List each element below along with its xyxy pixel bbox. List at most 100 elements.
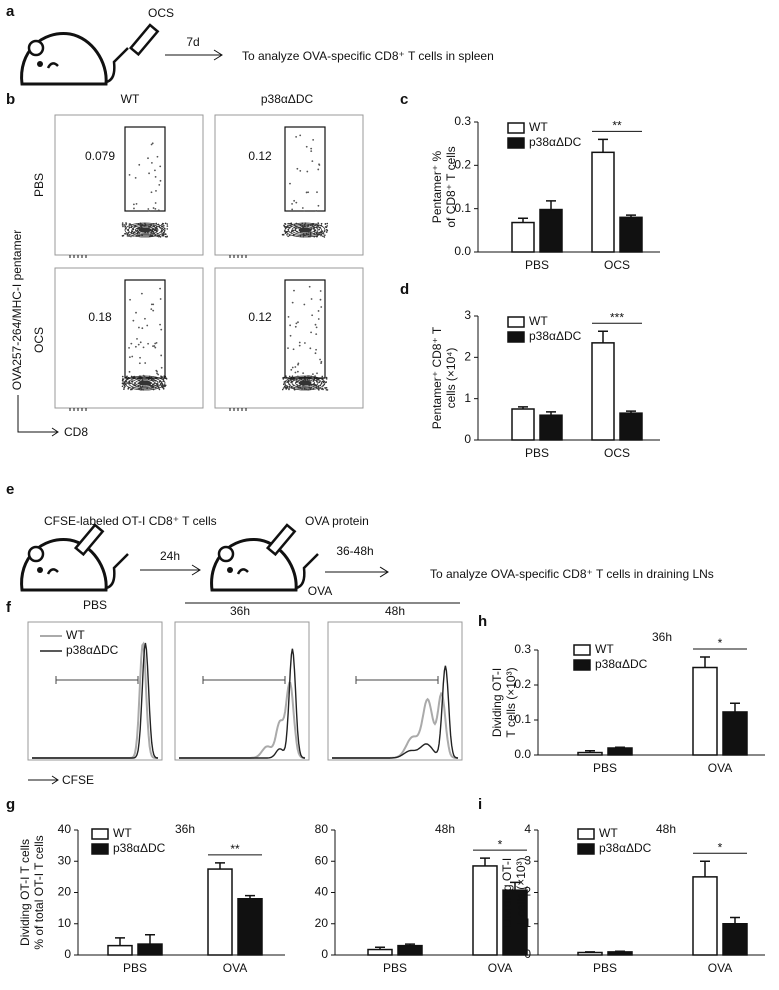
event-dot [283, 383, 285, 385]
y-tick-label: 3 [464, 308, 471, 322]
event-dot [159, 287, 161, 290]
y-tick-label: 0.0 [454, 244, 471, 258]
event-dot [321, 375, 324, 378]
error-bar [615, 746, 625, 749]
gate-value: 0.18 [88, 310, 112, 324]
time-label: 7d [186, 35, 199, 49]
event-dot [152, 303, 155, 306]
event-dot [320, 222, 323, 225]
histogram-curve [32, 642, 159, 759]
event-dot [154, 202, 157, 204]
error-bar [145, 933, 155, 945]
event-dot [150, 191, 153, 194]
event-dot [132, 228, 135, 231]
mouse-tail [105, 47, 129, 84]
bar [607, 951, 633, 956]
significance-label: ** [230, 842, 240, 856]
event-dot [139, 341, 142, 344]
syringe [73, 523, 105, 557]
event-dot [155, 342, 158, 344]
y-tick-label: 0 [524, 947, 531, 961]
event-dot [128, 235, 131, 237]
event-dot [286, 233, 288, 236]
density-contour [288, 223, 322, 237]
event-dot [292, 348, 295, 351]
error-bar [518, 406, 528, 409]
y-axis-label: Dividing OT-I T cells [18, 839, 32, 946]
event-dot [122, 234, 125, 237]
event-dot [317, 222, 319, 224]
x-tick-label: PBS [123, 961, 147, 975]
event-dot [142, 346, 145, 349]
mouse-ear-inner [46, 62, 59, 69]
y-tick-label: 0 [464, 432, 471, 446]
event-dot [303, 303, 306, 306]
event-dot [138, 163, 141, 166]
event-dot [315, 333, 318, 336]
event-dot [130, 342, 133, 345]
event-dot [166, 223, 169, 225]
event-dot [152, 345, 154, 348]
schema-text: To analyze OVA-specific CD8⁺ T cells in … [242, 49, 494, 63]
error-bar [598, 330, 608, 343]
event-dot [287, 235, 289, 238]
legend-swatch [91, 843, 109, 855]
event-dot [135, 202, 138, 205]
y-tick-label: 0.3 [514, 642, 531, 656]
event-dot [129, 223, 131, 225]
event-dot [148, 209, 151, 212]
density-contour [298, 227, 312, 233]
event-dot [136, 337, 138, 340]
y-axis-label: T cells (×10³) [514, 857, 528, 927]
mouse-eye [37, 61, 43, 67]
arrow-head [191, 564, 201, 576]
event-dot [160, 366, 163, 369]
y-axis-label: OVA257-264/MHC-I pentamer [10, 230, 24, 391]
error-bar [518, 217, 528, 223]
y-tick-label: 0 [64, 947, 71, 961]
event-dot [291, 203, 293, 205]
event-dot [314, 352, 317, 355]
event-dot [132, 319, 135, 322]
mouse-ear [27, 545, 45, 563]
y-tick-label: 60 [315, 853, 329, 867]
y-tick-label: 20 [58, 885, 72, 899]
event-dot [160, 328, 163, 331]
event-dot [284, 232, 287, 234]
gate [284, 126, 326, 212]
event-dot [294, 366, 297, 368]
significance-label: * [718, 636, 723, 650]
event-dot [302, 210, 305, 212]
event-dot [309, 347, 312, 350]
y-tick-label: 1 [524, 916, 531, 930]
significance-label: * [718, 840, 723, 854]
y-axis-label: Pentamer⁺ % [430, 150, 444, 223]
event-dot [140, 292, 143, 295]
event-dot [289, 182, 291, 185]
event-dot [128, 370, 131, 373]
event-dot [317, 318, 320, 320]
event-dot [155, 190, 157, 192]
schema-text: To analyze OVA-specific CD8⁺ T cells in … [430, 567, 714, 581]
density-contour [291, 224, 319, 235]
density-contour [124, 222, 166, 238]
panel-label: h [478, 613, 487, 630]
event-dot [299, 170, 302, 172]
density-contour [295, 379, 315, 387]
event-dot [281, 388, 284, 391]
event-dot [164, 222, 167, 225]
x-tick-label: PBS [593, 961, 617, 975]
event-dot [302, 372, 305, 375]
event-dot [123, 384, 126, 387]
x-tick-label: OCS [604, 258, 630, 272]
y-tick-label: 2 [524, 885, 531, 899]
event-dot [152, 207, 155, 209]
time-label: 48h [385, 604, 405, 618]
event-dot [143, 376, 146, 379]
event-dot [129, 298, 131, 301]
legend-label: WT [599, 826, 618, 840]
legend-label: p38αΔDC [599, 841, 652, 855]
y-tick-label: 0.3 [454, 114, 471, 128]
event-dot [144, 362, 147, 364]
event-dot [126, 235, 129, 237]
